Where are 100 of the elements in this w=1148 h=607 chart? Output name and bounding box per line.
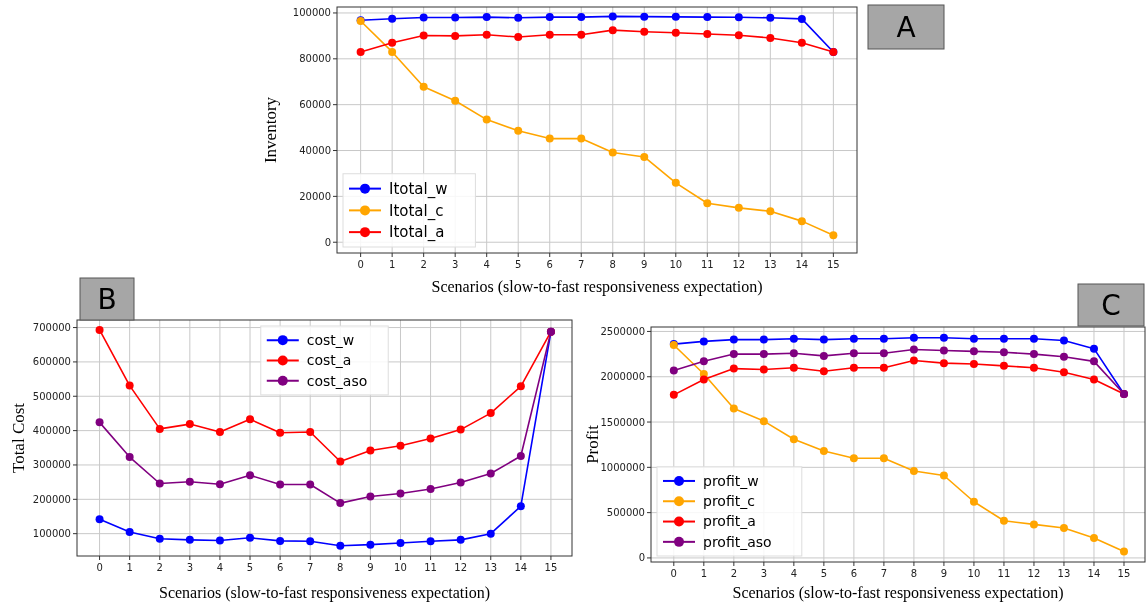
x-axis-title: Scenarios (slow-to-fast responsiveness expectation) — [431, 278, 763, 296]
point — [1089, 357, 1098, 366]
point — [734, 13, 743, 22]
point — [849, 349, 858, 358]
x-axis-title: Scenarios (slow-to-fast responsiveness expectation) — [732, 584, 1064, 602]
point — [669, 366, 678, 375]
point — [155, 424, 164, 433]
point — [909, 356, 918, 365]
x-tick-label: 2 — [730, 568, 738, 579]
point — [486, 529, 495, 538]
point — [336, 541, 345, 550]
point — [759, 365, 768, 374]
x-tick-label: 11 — [997, 568, 1011, 579]
point — [729, 350, 738, 359]
y-tick-label: 60000 — [299, 99, 331, 111]
point — [125, 527, 134, 536]
point — [451, 13, 460, 22]
y-axis-title: Total Cost — [8, 402, 28, 474]
point — [939, 333, 948, 342]
point — [246, 415, 255, 424]
point — [1059, 352, 1068, 361]
x-tick-label: 3 — [451, 259, 459, 270]
point — [516, 382, 525, 391]
point — [797, 14, 806, 23]
point — [789, 363, 798, 372]
x-tick-label: 2 — [156, 562, 163, 573]
point — [608, 26, 617, 35]
point — [482, 30, 491, 39]
point — [95, 418, 104, 427]
x-tick-label: 13 — [484, 562, 498, 573]
x-tick-label: 0 — [670, 568, 677, 579]
point — [426, 485, 435, 494]
x-axis-title: Scenarios (slow-to-fast responsiveness expectation) — [158, 584, 491, 602]
y-tick-label: 20000 — [299, 190, 331, 202]
point — [939, 471, 948, 480]
x-tick-label: 13 — [1057, 568, 1071, 579]
x-tick-label: 6 — [850, 568, 858, 579]
point — [577, 30, 586, 39]
point — [819, 447, 828, 456]
x-tick-label: 1 — [700, 568, 708, 579]
x-tick-label: 6 — [276, 562, 284, 573]
y-tick-label: 400000 — [32, 425, 71, 437]
y-tick-label: 700000 — [32, 322, 71, 334]
x-tick-label: 7 — [880, 568, 888, 579]
text: C — [1101, 289, 1121, 323]
point — [155, 479, 164, 488]
legend-label: cost_aso — [306, 372, 368, 389]
y-axis-title: Inventory — [260, 96, 280, 164]
x-tick-label: 6 — [546, 259, 553, 270]
x-tick-label: 4 — [483, 259, 490, 270]
point — [1059, 524, 1068, 533]
point — [849, 334, 858, 343]
point — [388, 14, 397, 23]
point — [366, 446, 375, 455]
legend-label: cost_w — [306, 332, 355, 349]
x-tick-label: 7 — [578, 259, 585, 270]
legend-label: profit_c — [703, 493, 755, 510]
point — [759, 417, 768, 426]
point — [879, 363, 888, 372]
point — [215, 427, 224, 436]
legend-label: profit_aso — [703, 533, 772, 550]
point — [185, 477, 194, 486]
point — [939, 359, 948, 368]
point — [356, 47, 365, 56]
x-tick-label: 9 — [367, 562, 374, 573]
point — [969, 497, 978, 506]
x-tick-label: 11 — [700, 259, 714, 270]
point — [703, 199, 712, 208]
point — [1029, 350, 1038, 359]
point — [185, 420, 194, 429]
point — [729, 335, 738, 344]
point — [608, 148, 617, 157]
point — [797, 217, 806, 226]
text: B — [97, 283, 117, 317]
point — [246, 471, 255, 480]
point — [155, 534, 164, 543]
point — [456, 478, 465, 487]
point — [640, 12, 649, 21]
point — [276, 536, 285, 545]
point — [939, 346, 948, 355]
point — [909, 466, 918, 475]
point — [1089, 344, 1098, 353]
point — [456, 535, 465, 544]
point — [366, 540, 375, 549]
x-tick-label: 15 — [827, 259, 840, 270]
point — [819, 351, 828, 360]
point — [215, 536, 224, 545]
x-tick-label: 13 — [763, 259, 777, 270]
point — [669, 390, 678, 399]
point — [671, 12, 680, 21]
x-tick-label: 1 — [126, 562, 133, 573]
point — [1029, 520, 1038, 529]
x-tick-label: 14 — [1087, 568, 1101, 579]
y-tick-label: 600000 — [32, 356, 71, 368]
point — [276, 428, 285, 437]
legend-label: profit_a — [703, 513, 756, 530]
x-tick-label: 0 — [357, 259, 364, 270]
x-tick-label: 14 — [795, 259, 809, 270]
point — [577, 13, 586, 22]
x-tick-label: 7 — [307, 562, 314, 573]
